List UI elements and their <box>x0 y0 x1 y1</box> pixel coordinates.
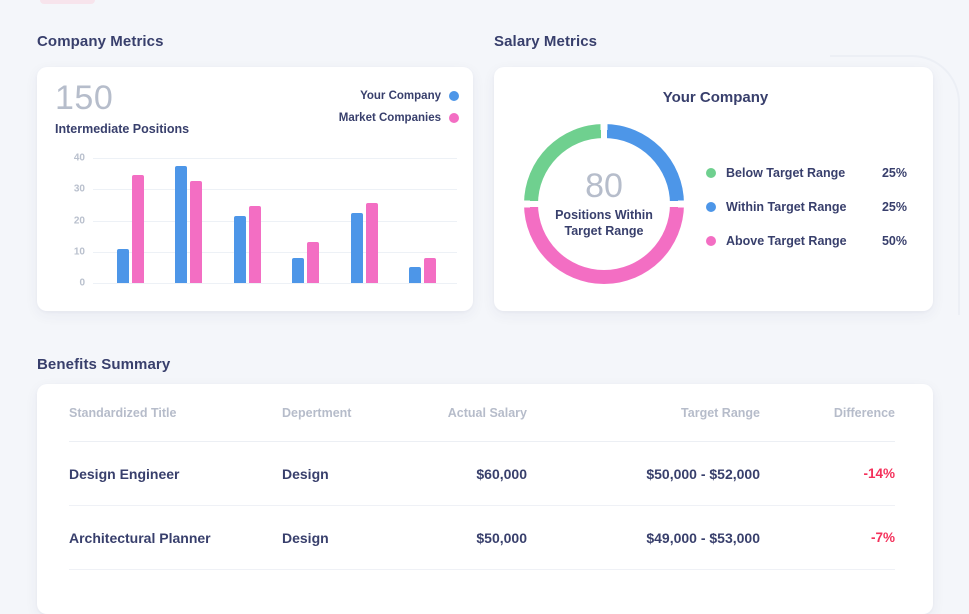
salary-metrics-card: Your Company 80 Positions Within Target … <box>494 67 933 311</box>
donut-legend-label: Above Target Range <box>726 234 847 248</box>
market-companies-bar <box>423 258 436 283</box>
cell-department: Design <box>282 529 329 546</box>
bar-legend-label: Your Company <box>360 90 441 102</box>
benefits-summary-section: Benefits Summary Standardized Title Deper… <box>37 356 933 614</box>
bar-group <box>233 206 261 283</box>
donut-legend-item: Below Target Range 25% <box>706 166 907 180</box>
bar-group <box>408 258 436 283</box>
gridline <box>93 251 457 253</box>
cell-standardized-title: Architectural Planner <box>69 529 211 546</box>
table-header-row: Standardized Title Depertment Actual Salar… <box>69 384 895 442</box>
donut-legend-percent: 50% <box>881 234 907 248</box>
bar-chart-legend: Your Company Market Companies <box>339 81 459 136</box>
stat-block: 150 Intermediate Positions <box>55 81 189 136</box>
gridline <box>93 189 457 191</box>
donut-legend-percent: 25% <box>881 200 907 214</box>
y-axis-tick: 20 <box>73 215 85 226</box>
grouped-bar-chart: 40 30 20 10 0 <box>55 153 459 289</box>
table-row[interactable]: Architectural Planner Design $50,000 $49,00… <box>69 506 895 570</box>
bar-group <box>175 166 203 283</box>
intermediate-positions-count: 150 <box>55 79 114 117</box>
bar-group <box>117 175 144 283</box>
donut-card-title: Your Company <box>662 89 769 106</box>
your-company-bar <box>350 213 363 283</box>
your-company-bar <box>175 166 188 283</box>
company-metrics-card: 150 Intermediate Positions Your Company M… <box>37 67 473 311</box>
donut-legend-item: Above Target Range 50% <box>706 234 907 248</box>
column-header: Difference <box>833 405 895 420</box>
market-companies-bar <box>190 181 203 283</box>
y-axis-tick: 30 <box>73 183 85 195</box>
bar-chart-y-axis: 40 30 20 10 0 <box>55 153 85 289</box>
bar-chart-plot-area <box>93 158 457 284</box>
legend-dot-icon <box>449 113 459 123</box>
salary-metrics-heading: Salary Metrics <box>494 33 598 50</box>
market-companies-bar <box>132 175 144 283</box>
cell-department: Design <box>282 465 329 482</box>
y-axis-tick: 10 <box>73 246 85 258</box>
your-company-bar <box>408 267 421 283</box>
donut-legend-label: Within Target Range <box>726 200 847 214</box>
gridline <box>93 283 457 284</box>
legend-dot-icon <box>449 91 459 101</box>
market-companies-bar <box>248 206 261 283</box>
donut-center-value: 80 <box>585 166 623 205</box>
donut-legend-item: Within Target Range 25% <box>706 200 907 214</box>
bar-group <box>350 203 378 283</box>
salary-metrics-section: Salary Metrics Your Company 80 Positions… <box>494 33 933 311</box>
cell-difference: -14% <box>863 466 895 481</box>
cell-difference: -7% <box>870 530 895 545</box>
cell-actual-salary: $50,000 <box>476 529 527 546</box>
cell-target-range: $49,000 - $53,000 <box>646 529 760 546</box>
your-company-bar <box>233 216 246 283</box>
your-company-bar <box>117 249 129 283</box>
bar-group <box>292 242 320 283</box>
bar-legend-item: Your Company <box>360 90 459 102</box>
bar-legend-label: Market Companies <box>338 112 441 124</box>
donut-legend: Below Target Range 25% Within Target Range… <box>706 146 907 268</box>
column-header: Depertment <box>282 405 352 420</box>
column-header: Target Range <box>681 405 760 420</box>
benefits-summary-card: Standardized Title Depertment Actual Salar… <box>37 384 933 614</box>
gridline <box>93 220 457 222</box>
intermediate-positions-label: Intermediate Positions <box>55 122 190 136</box>
y-axis-tick: 40 <box>73 152 85 164</box>
column-header: Standardized Title <box>69 405 177 420</box>
cell-target-range: $50,000 - $52,000 <box>646 465 760 482</box>
legend-dot-icon <box>706 168 716 178</box>
cell-actual-salary: $60,000 <box>476 465 527 482</box>
donut-chart: 80 Positions Within Target Range <box>524 124 684 284</box>
your-company-bar <box>292 258 305 283</box>
donut-legend-percent: 25% <box>881 166 907 180</box>
bar-legend-item: Market Companies <box>339 112 459 124</box>
donut-center: 80 Positions Within Target Range <box>538 138 670 270</box>
table-row[interactable]: Design Engineer Design $60,000 $50,000 - $5… <box>69 442 895 506</box>
company-metrics-section: Company Metrics 150 Intermediate Positio… <box>37 33 473 311</box>
donut-legend-label: Below Target Range <box>726 166 846 180</box>
legend-dot-icon <box>706 202 716 212</box>
donut-center-label: Positions Within Target Range <box>555 207 653 238</box>
benefits-summary-heading: Benefits Summary <box>37 356 171 373</box>
company-metrics-heading: Company Metrics <box>37 33 164 50</box>
y-axis-tick: 0 <box>79 277 85 289</box>
cell-standardized-title: Design Engineer <box>69 465 180 482</box>
column-header: Actual Salary <box>447 405 527 420</box>
market-companies-bar <box>365 203 378 283</box>
top-edge-accent <box>40 0 95 4</box>
legend-dot-icon <box>706 236 716 246</box>
market-companies-bar <box>307 242 320 283</box>
gridline <box>93 158 457 159</box>
